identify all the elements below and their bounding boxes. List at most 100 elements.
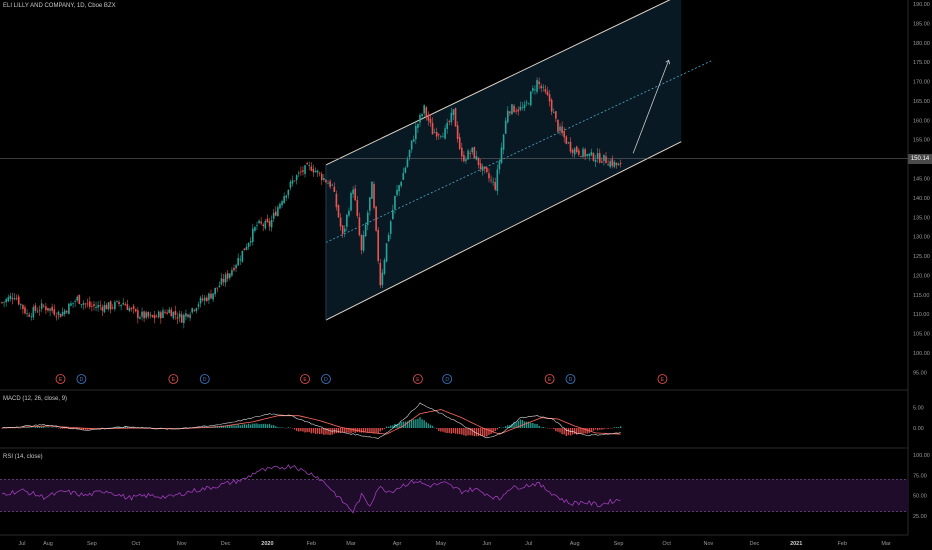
macd-histogram-bar (446, 428, 448, 434)
dividend-marker-letter: D (203, 377, 207, 383)
macd-histogram-bar (379, 428, 381, 432)
candle-body (114, 302, 116, 310)
candle-body (229, 273, 231, 278)
candle-body (107, 302, 110, 310)
macd-histogram-bar (427, 423, 430, 428)
price-axis-tick-label: 175.00 (913, 60, 930, 66)
price-axis-tick-label: 135.00 (913, 215, 930, 221)
rsi-pane-title: RSI (14, close) (3, 454, 43, 460)
candle-body (532, 88, 534, 91)
macd-histogram-bar (408, 419, 411, 428)
macd-histogram-bar (243, 424, 246, 428)
macd-histogram-bar (406, 421, 409, 428)
candle-body (141, 311, 143, 317)
candle-body (164, 311, 166, 313)
price-axis-tick-label: 130.00 (913, 235, 930, 241)
earnings-marker (168, 374, 179, 384)
macd-histogram-bar (369, 428, 371, 433)
macd-histogram-bar (396, 424, 398, 428)
macd-histogram-bar (617, 427, 620, 428)
macd-histogram-bar (250, 424, 252, 428)
macd-histogram-bar (266, 424, 269, 428)
candle-body (504, 120, 507, 134)
macd-histogram-bar (268, 423, 271, 428)
candle-body (97, 305, 99, 308)
time-axis-tick-label: Mar (881, 541, 891, 547)
candle-body (103, 304, 106, 313)
candle-body (538, 81, 540, 85)
macd-histogram-bar (557, 428, 559, 432)
time-axis-tick-label: Apr (393, 541, 402, 547)
candle-body (415, 125, 417, 140)
candle-body (525, 102, 528, 104)
rsi-axis-tick-label: 100.00 (913, 453, 930, 459)
macd-histogram-bar (38, 426, 41, 428)
candle-body (243, 248, 246, 251)
rsi-axis-tick-label: 75.00 (913, 473, 927, 479)
macd-histogram-bar (488, 428, 490, 435)
candle-body (218, 285, 221, 288)
macd-histogram-bar (475, 428, 478, 437)
macd-histogram-bar (381, 428, 384, 431)
candle-body (43, 305, 45, 307)
candle-body (162, 310, 164, 318)
candle-body (13, 298, 16, 300)
macd-histogram-bar (47, 427, 49, 428)
candle-body (320, 173, 323, 181)
earnings-marker (55, 374, 66, 384)
candle-body (201, 298, 204, 301)
candle-body (617, 163, 620, 166)
macd-histogram-bar (496, 428, 499, 430)
rsi-line (1, 463, 621, 514)
candle-body (352, 189, 354, 194)
candle-body (160, 312, 162, 319)
candle-body (178, 313, 181, 318)
earnings-marker-letter: E (416, 377, 420, 383)
macd-histogram-bar (417, 418, 419, 428)
macd-histogram-bar (256, 423, 258, 428)
candle-body (241, 250, 244, 262)
candle-body (312, 169, 315, 173)
macd-histogram-bar (459, 428, 461, 435)
candle-body (431, 122, 434, 135)
macd-histogram-bar (28, 426, 30, 428)
macd-histogram-bar (515, 422, 517, 428)
candle-body (128, 308, 131, 311)
macd-histogram-bar (377, 428, 379, 434)
candle-body (605, 156, 607, 164)
candle-body (438, 134, 440, 136)
time-axis-tick-label: Sep (614, 541, 624, 547)
candle-body (208, 293, 210, 301)
candle-body (91, 305, 93, 307)
candle-body (565, 136, 568, 144)
candle-body (206, 297, 208, 302)
time-axis-tick-label: Sep (87, 541, 97, 547)
candle-body (82, 303, 85, 305)
candle-body (346, 214, 348, 227)
candle-body (590, 151, 593, 156)
candle-body (456, 125, 459, 139)
candle-body (189, 314, 191, 318)
candle-body (396, 190, 398, 195)
candle-body (95, 307, 97, 309)
candle-body (134, 309, 137, 312)
macd-histogram-bar (339, 428, 342, 433)
candle-body (310, 166, 313, 171)
macd-histogram-bar (364, 428, 367, 433)
macd-histogram-bar (344, 428, 346, 433)
macd-histogram-bar (525, 421, 528, 428)
candle-body (47, 307, 49, 311)
macd-histogram-bar (444, 428, 446, 433)
candle-body (571, 149, 574, 153)
candle-body (435, 131, 438, 137)
macd-histogram-bar (346, 428, 348, 433)
macd-histogram-bar (124, 426, 127, 428)
candle-body (323, 177, 325, 181)
candle-body (607, 164, 609, 166)
candle-body (475, 156, 478, 160)
macd-histogram-bar (465, 428, 467, 436)
candle-body (559, 126, 561, 131)
candle-body (72, 302, 74, 304)
macd-histogram-bar (51, 427, 53, 428)
